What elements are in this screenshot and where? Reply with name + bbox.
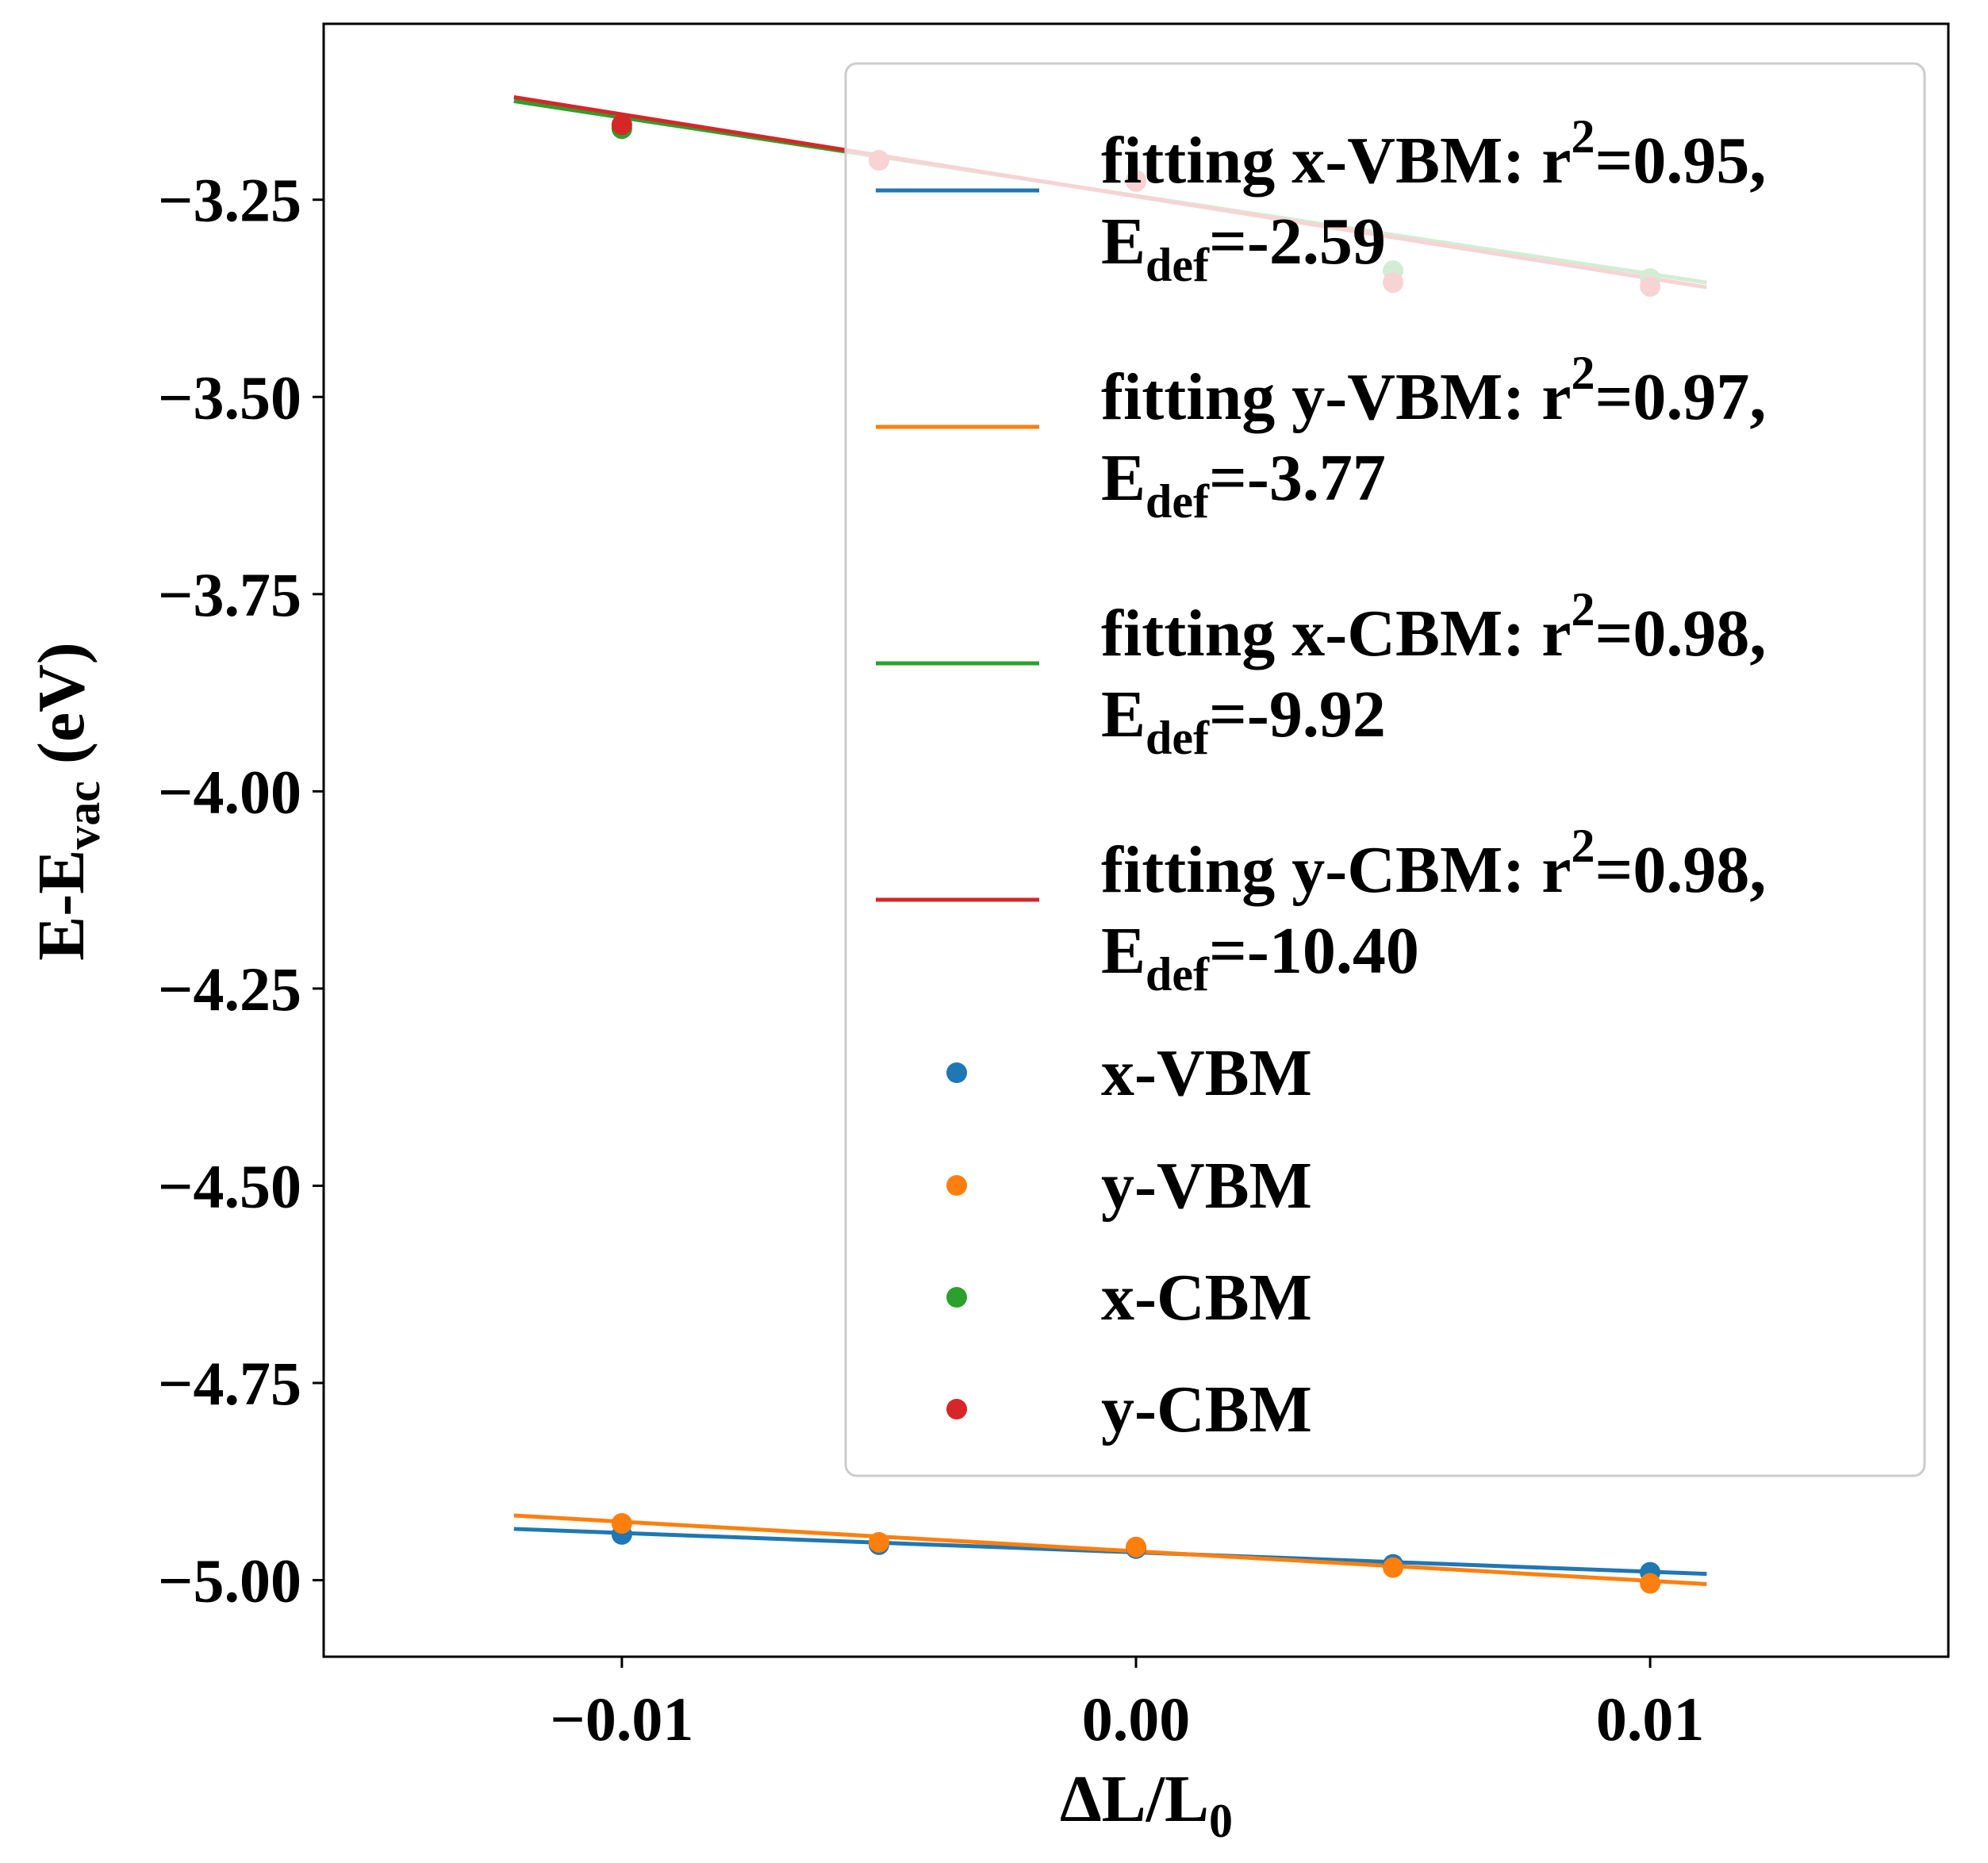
fit-line-y-VBM	[513, 1513, 1707, 1587]
y-axis-ticks: −3.25 −3.50 −3.75 −4.00 −4.25 −4.50 −4.75 −5.00	[158, 166, 324, 1615]
legend-marker-x-CBM	[946, 1287, 967, 1308]
legend-marker-y-VBM	[946, 1175, 967, 1196]
y-tick-label: −4.50	[158, 1151, 301, 1220]
legend-fit-label: fitting y-CBM: r2=0.98,	[1101, 820, 1766, 907]
legend-entries: fitting x-VBM: r2=0.95,Edef=-2.59 fitting…	[876, 110, 1766, 1446]
y-tick-label: −4.00	[158, 757, 301, 826]
x-axis-ticks: −0.01 0.00 0.01	[550, 1657, 1704, 1754]
legend-series-label: y-CBM	[1101, 1373, 1312, 1446]
y-axis-label: E-Evac (eV)	[25, 642, 109, 961]
legend-series-label: x-CBM	[1101, 1261, 1312, 1335]
legend-marker-x-VBM	[946, 1062, 967, 1083]
data-point-y-CBM	[611, 114, 632, 136]
legend-box	[844, 62, 1926, 1477]
legend-series-label: x-VBM	[1101, 1036, 1312, 1110]
y-tick-label: −4.25	[158, 955, 301, 1024]
legend-fit-label: fitting y-VBM: r2=0.97,	[1101, 347, 1766, 434]
data-point-y-VBM	[1383, 1557, 1404, 1578]
legend: fitting x-VBM: r2=0.95,Edef=-2.59 fitting…	[844, 62, 1926, 1477]
legend-marker-y-CBM	[946, 1399, 967, 1419]
x-tick-label: 0.01	[1596, 1684, 1705, 1754]
y-tick-label: −4.75	[158, 1349, 301, 1418]
y-tick-label: −3.75	[158, 560, 301, 629]
legend-edef-label: Edef=-2.59	[1101, 205, 1386, 291]
legend-fit-label: fitting x-VBM: r2=0.95,	[1101, 110, 1766, 198]
legend-series-label: y-VBM	[1101, 1149, 1312, 1223]
legend-edef-label: Edef=-3.77	[1101, 441, 1386, 528]
y-tick-label: −5.00	[158, 1546, 301, 1615]
legend-fit-label: fitting x-CBM: r2=0.98,	[1101, 583, 1766, 670]
data-point-y-VBM	[611, 1512, 632, 1534]
x-axis-label: ΔL/L0	[1060, 1762, 1233, 1847]
data-point-y-VBM	[1126, 1536, 1146, 1558]
data-point-y-VBM	[868, 1531, 889, 1553]
x-tick-label: 0.00	[1082, 1684, 1191, 1754]
y-tick-label: −3.25	[158, 166, 301, 235]
y-tick-label: −3.50	[158, 363, 301, 432]
legend-edef-label: Edef=-10.40	[1101, 914, 1419, 1001]
legend-edef-label: Edef=-9.92	[1101, 678, 1386, 764]
x-tick-label: −0.01	[550, 1684, 693, 1754]
data-point-y-VBM	[1640, 1573, 1661, 1594]
